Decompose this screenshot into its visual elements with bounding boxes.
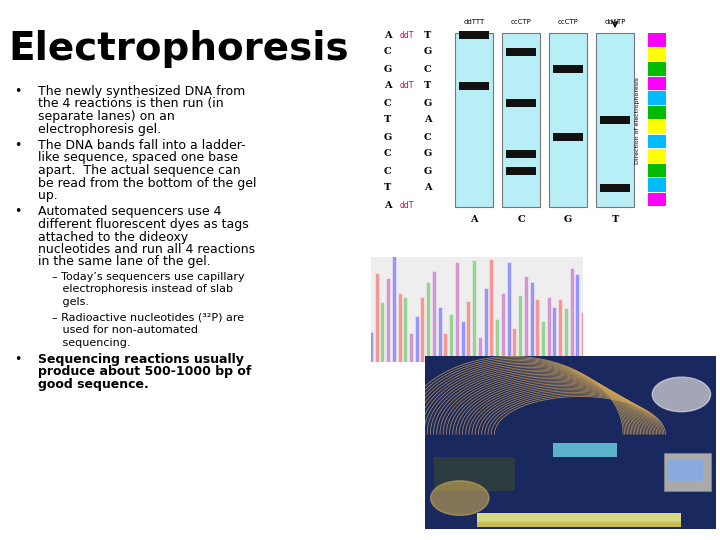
Text: in the same lane of the gel.: in the same lane of the gel. [38, 255, 211, 268]
Text: ccCTP: ccCTP [557, 19, 578, 25]
Text: C: C [517, 215, 525, 224]
Bar [477, 513, 681, 522]
Bar [553, 133, 583, 141]
Text: A: A [384, 30, 392, 39]
Bar [648, 134, 666, 148]
Text: C: C [384, 150, 392, 159]
Bar [553, 65, 583, 73]
Text: good sequence.: good sequence. [38, 378, 149, 391]
Bar [477, 522, 681, 528]
Text: The newly synthesized DNA from: The newly synthesized DNA from [38, 85, 246, 98]
Text: be read from the bottom of the gel: be read from the bottom of the gel [38, 177, 256, 190]
Bar [648, 33, 666, 46]
Bar [648, 120, 666, 133]
Text: A: A [424, 116, 432, 125]
Bar [459, 31, 489, 39]
Bar [506, 150, 536, 158]
Bar [553, 443, 617, 457]
Text: A: A [424, 184, 432, 192]
Text: T: T [384, 184, 392, 192]
Text: used for non-automated: used for non-automated [52, 325, 198, 335]
Text: like sequence, spaced one base: like sequence, spaced one base [38, 152, 238, 165]
Text: C: C [384, 48, 392, 57]
Text: Electrophoresis: Electrophoresis [8, 30, 348, 68]
Text: up.: up. [38, 189, 58, 202]
Bar [506, 167, 536, 175]
Circle shape [652, 377, 711, 411]
Text: •: • [14, 206, 22, 219]
Text: T: T [384, 116, 392, 125]
Text: electrophoresis gel.: electrophoresis gel. [38, 123, 161, 136]
Bar [596, 33, 634, 207]
Text: T: T [424, 82, 431, 91]
Bar [648, 91, 666, 105]
Text: attached to the dideoxy: attached to the dideoxy [38, 231, 188, 244]
Bar [459, 82, 489, 90]
Bar [664, 453, 711, 491]
Text: G: G [424, 98, 432, 107]
Text: A: A [470, 215, 478, 224]
Text: – Today’s sequencers use capillary: – Today’s sequencers use capillary [52, 272, 245, 282]
Bar [600, 116, 630, 124]
Bar [648, 149, 666, 163]
Text: Automated sequencers use 4: Automated sequencers use 4 [38, 206, 222, 219]
Bar [668, 460, 703, 481]
Text: electrophoresis instead of slab: electrophoresis instead of slab [52, 285, 233, 294]
Text: G: G [384, 132, 392, 141]
Text: produce about 500-1000 bp of: produce about 500-1000 bp of [38, 366, 251, 379]
Text: C: C [384, 98, 392, 107]
Bar [600, 184, 630, 192]
Text: G: G [384, 64, 392, 73]
Bar [648, 105, 666, 119]
Text: •: • [14, 353, 22, 366]
Text: apart.  The actual sequence can: apart. The actual sequence can [38, 164, 240, 177]
Bar [455, 33, 493, 207]
Text: G: G [424, 150, 432, 159]
Text: ddATP: ddATP [604, 19, 626, 25]
Text: ddT: ddT [400, 30, 414, 39]
Text: The DNA bands fall into a ladder-: The DNA bands fall into a ladder- [38, 139, 246, 152]
Text: C: C [384, 166, 392, 176]
Bar [648, 164, 666, 177]
Text: A: A [384, 82, 392, 91]
Text: sequencing.: sequencing. [52, 338, 130, 348]
Bar [648, 77, 666, 90]
Bar [648, 62, 666, 76]
Text: C: C [424, 64, 432, 73]
Text: Sequencing reactions usually: Sequencing reactions usually [38, 353, 244, 366]
Text: the 4 reactions is then run (in: the 4 reactions is then run (in [38, 98, 224, 111]
Text: G: G [424, 166, 432, 176]
Bar [506, 99, 536, 107]
Circle shape [431, 481, 489, 515]
Bar [648, 178, 666, 192]
Text: ccCTP: ccCTP [510, 19, 531, 25]
Text: T: T [611, 215, 618, 224]
Text: separate lanes) on an: separate lanes) on an [38, 110, 175, 123]
Text: – Radioactive nucleotides (³²P) are: – Radioactive nucleotides (³²P) are [52, 313, 244, 322]
Text: G: G [564, 215, 572, 224]
Text: ddT: ddT [400, 200, 414, 210]
Text: gels.: gels. [52, 297, 89, 307]
Bar [433, 457, 516, 491]
Text: A: A [384, 200, 392, 210]
Bar [549, 33, 587, 207]
Text: •: • [14, 139, 22, 152]
Text: ddT: ddT [400, 82, 414, 91]
Text: •: • [14, 85, 22, 98]
Text: Direction of electrophoresis: Direction of electrophoresis [636, 77, 641, 164]
Bar [506, 48, 536, 56]
Bar [648, 192, 666, 206]
Bar [502, 33, 540, 207]
Text: G: G [424, 48, 432, 57]
Text: C: C [424, 132, 432, 141]
Text: ddTTT: ddTTT [464, 19, 485, 25]
Text: different fluorescent dyes as tags: different fluorescent dyes as tags [38, 218, 248, 231]
Text: nucleotides and run all 4 reactions: nucleotides and run all 4 reactions [38, 243, 255, 256]
Bar [648, 48, 666, 61]
Text: T: T [424, 30, 431, 39]
